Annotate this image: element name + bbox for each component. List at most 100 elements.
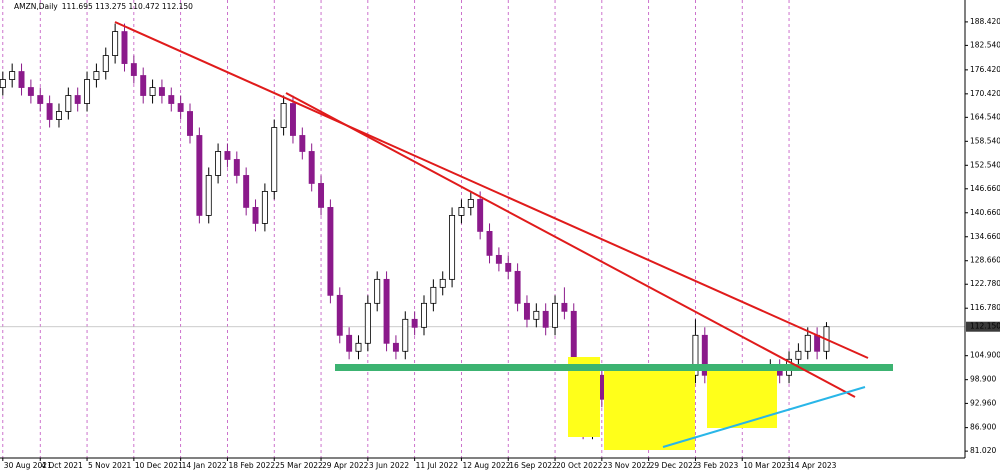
grid-layer xyxy=(0,0,965,458)
x-tick-label: 14 Jan 2022 xyxy=(182,461,227,470)
candle-body xyxy=(215,151,222,176)
x-tick-label: 18 Feb 2022 xyxy=(228,461,275,470)
x-tick-label: 20 Oct 2022 xyxy=(556,461,603,470)
trend-line xyxy=(114,21,869,359)
candle-body xyxy=(542,310,549,328)
y-tick-label: 140.660 xyxy=(970,208,1000,217)
candle-body xyxy=(364,302,371,344)
y-tick-label: 188.420 xyxy=(970,17,1000,26)
x-tick-label: 12 Aug 2022 xyxy=(462,461,510,470)
candle-body xyxy=(93,71,100,80)
x-tick-label: 16 Sep 2022 xyxy=(509,461,557,470)
candle-body xyxy=(327,207,334,296)
x-tick-label: 25 Mar 2022 xyxy=(275,461,323,470)
candle-body xyxy=(289,103,296,136)
candle-body xyxy=(140,75,147,96)
y-tick-label: 164.540 xyxy=(970,112,1000,121)
candle-body xyxy=(505,262,512,272)
candle-body xyxy=(598,374,605,400)
candle-body xyxy=(112,31,119,56)
candle-body xyxy=(37,95,44,104)
candle-body xyxy=(486,230,493,256)
candle-body xyxy=(421,302,427,328)
header: AMZN,Daily 111.695 113.275 110.472 112.15… xyxy=(14,2,193,11)
highlight-box xyxy=(707,368,777,428)
candle-body xyxy=(374,278,381,304)
x-tick-label: 3 Feb 2023 xyxy=(696,461,738,470)
candle-body xyxy=(261,191,268,224)
candle-body xyxy=(102,55,109,72)
y-tick-label: 116.780 xyxy=(970,303,1000,312)
y-tick-label: 134.660 xyxy=(970,232,1000,241)
chart-title: AMZN,Daily xyxy=(14,2,58,11)
candle-body xyxy=(692,334,699,376)
x-tick-label: 29 Apr 2022 xyxy=(322,461,369,470)
candle-body xyxy=(224,151,231,160)
y-tick-label: 104.900 xyxy=(970,351,1000,360)
candle-body xyxy=(27,87,34,96)
candle-body xyxy=(552,302,559,328)
trend-line xyxy=(285,92,856,398)
candle-body xyxy=(84,79,91,104)
candle-body xyxy=(308,151,315,184)
highlight-box xyxy=(604,368,695,450)
candle-body xyxy=(561,302,568,312)
y-tick-label: 128.660 xyxy=(970,256,1000,265)
y-tick-label: 122.780 xyxy=(970,279,1000,288)
x-tick-label: 5 Nov 2021 xyxy=(88,461,131,470)
candle-body xyxy=(252,207,259,224)
candle-body xyxy=(74,95,81,104)
annotations xyxy=(114,21,893,450)
candle-body xyxy=(383,278,390,344)
candle-body xyxy=(18,71,25,88)
candle-body xyxy=(158,87,165,96)
candle-body xyxy=(46,103,53,120)
y-tick-label: 170.420 xyxy=(970,89,1000,98)
x-tick-label: 10 Dec 2021 xyxy=(135,461,183,470)
candle-body xyxy=(121,31,128,64)
x-tick-label: 4 Oct 2021 xyxy=(41,461,83,470)
candle-body xyxy=(177,103,184,112)
candle-body xyxy=(430,286,437,304)
candle-body xyxy=(439,278,446,288)
candle-body xyxy=(355,342,362,352)
candle-body xyxy=(280,103,287,128)
candle-body xyxy=(336,294,343,336)
candle-body xyxy=(533,310,540,320)
candle-body xyxy=(701,334,708,376)
x-tick-label: 10 Mar 2023 xyxy=(743,461,791,470)
x-tick-label: 14 Apr 2023 xyxy=(790,461,837,470)
candle-body xyxy=(477,199,484,232)
candle-body xyxy=(449,215,456,280)
candle-body xyxy=(392,342,399,352)
candle-body xyxy=(411,318,418,328)
candle-body xyxy=(0,79,6,88)
candle-body xyxy=(196,135,203,216)
y-tick-label: 152.540 xyxy=(970,160,1000,169)
candle-body xyxy=(523,302,530,320)
candle-body xyxy=(458,207,465,216)
y-tick-label: 158.540 xyxy=(970,136,1000,145)
candle-body xyxy=(243,175,250,208)
y-tick-label: 92.960 xyxy=(970,398,996,407)
last-price-box xyxy=(966,321,1000,332)
last-price-label: 112.150 xyxy=(970,322,1000,331)
candle-body xyxy=(814,334,821,352)
candle-body xyxy=(346,334,353,352)
y-tick-label: 182.540 xyxy=(970,40,1000,49)
x-tick-label: 23 Nov 2022 xyxy=(603,461,651,470)
x-tick-label: 29 Dec 2022 xyxy=(650,461,698,470)
candle-body xyxy=(804,334,811,352)
support-zone xyxy=(335,364,893,371)
candle-body xyxy=(467,199,474,208)
trend-line xyxy=(662,386,866,448)
candle-body xyxy=(205,175,212,216)
candle-body xyxy=(130,63,137,76)
x-tick-label: 3 Jun 2022 xyxy=(369,461,410,470)
candle-body xyxy=(149,87,156,96)
candle-body xyxy=(795,350,802,360)
candle-body xyxy=(65,95,72,112)
candle-body xyxy=(168,95,175,104)
